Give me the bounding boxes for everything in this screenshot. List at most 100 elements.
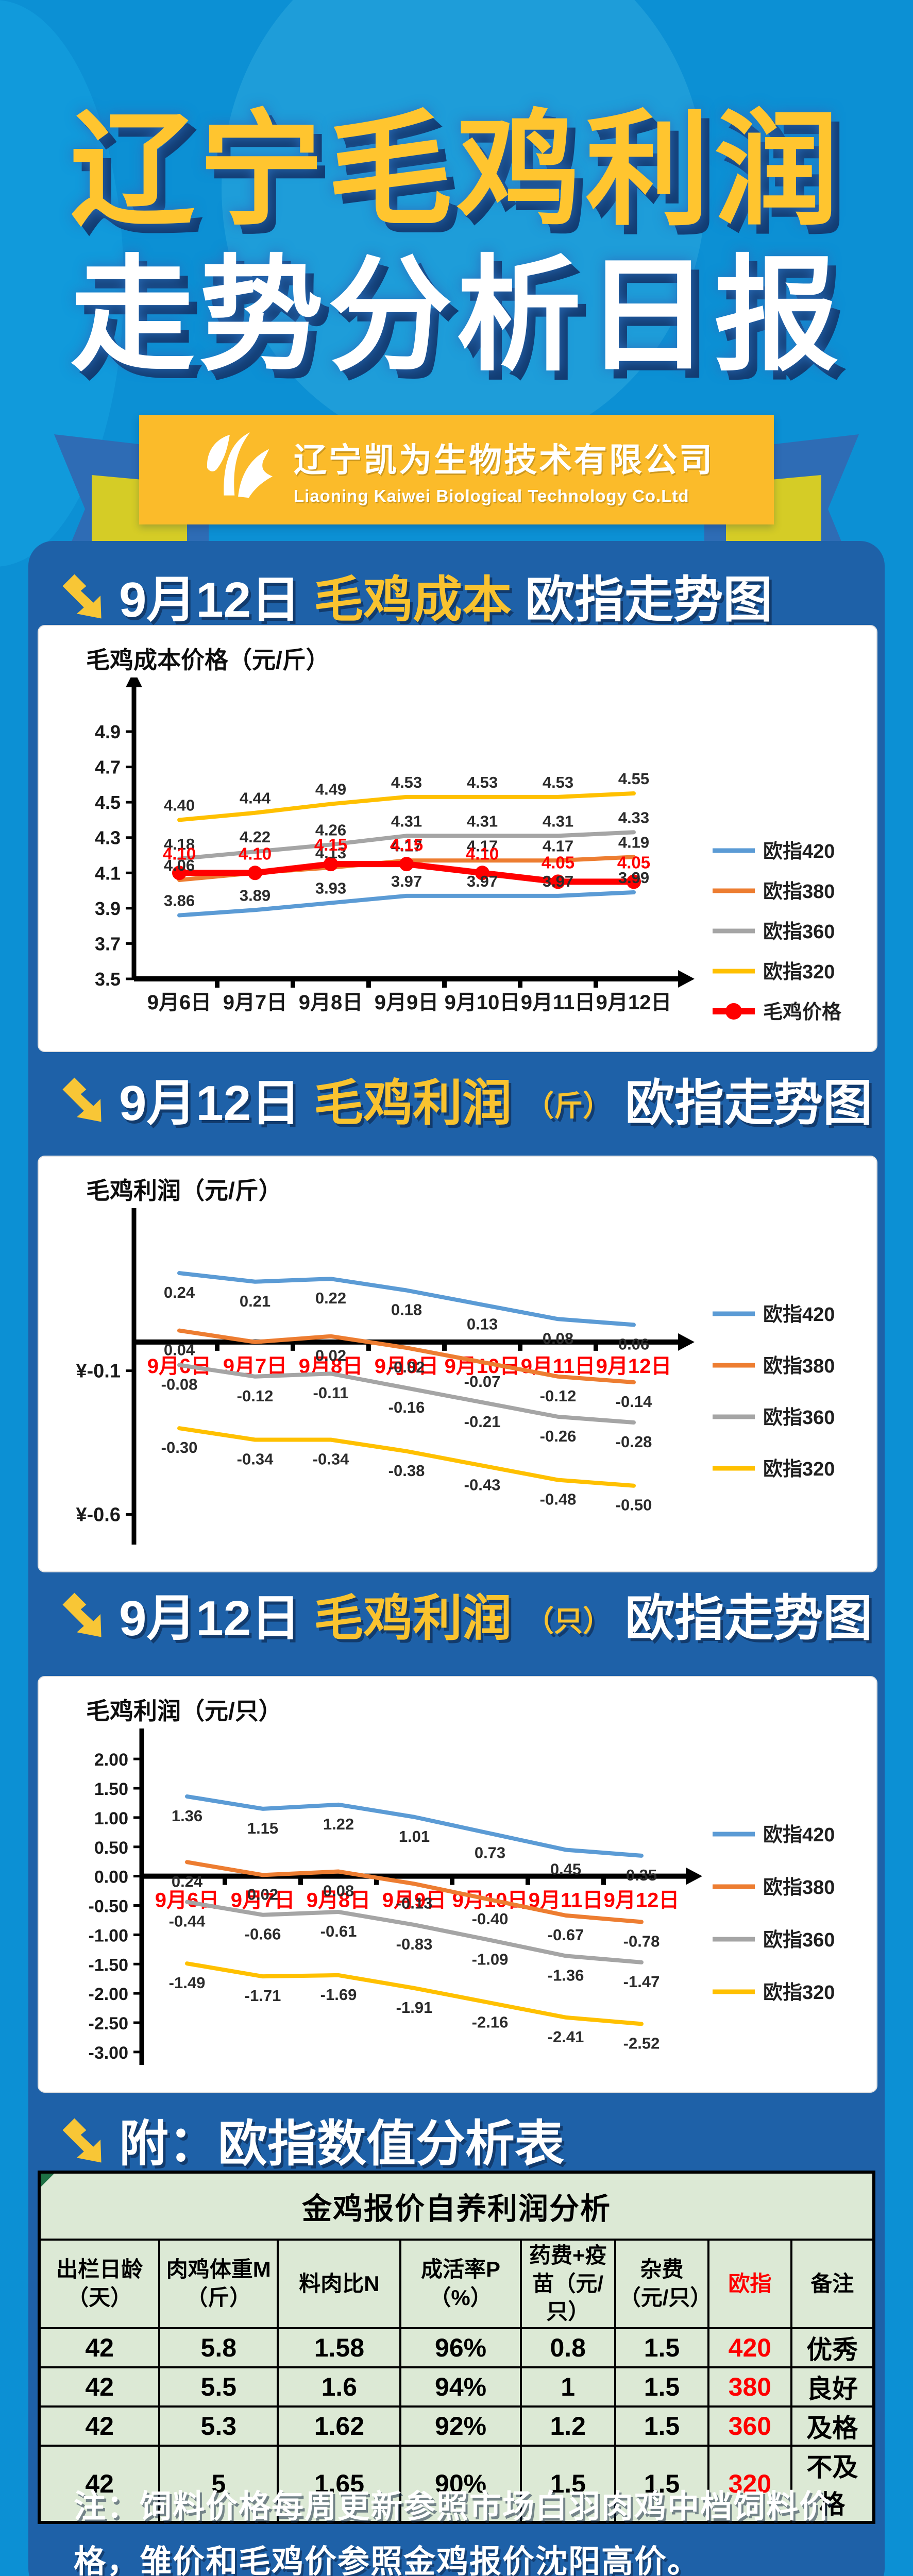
x-date-label: 9月11日 (521, 1355, 596, 1378)
data-label: 1.01 (399, 1827, 430, 1845)
series-欧指360 (177, 1363, 636, 1425)
data-label: 0.08 (543, 1329, 573, 1347)
series-欧指360 (177, 830, 636, 861)
y-tick-label: 3.7 (95, 933, 121, 954)
data-label: 0.04 (164, 1341, 195, 1359)
table-cell: 1.58 (277, 2327, 402, 2368)
data-label: 0.35 (626, 1866, 657, 1884)
table-cell: 5.5 (158, 2366, 279, 2408)
data-label: 3.93 (315, 879, 346, 897)
profit-jin-chart-title: 毛鸡利润（元/斤） (86, 1177, 282, 1204)
y-tick-label: 3.5 (95, 969, 121, 990)
table-header-7: 备注 (790, 2239, 875, 2329)
series-欧指360 (185, 1900, 644, 1964)
x-date-label: 9月10日 (445, 991, 520, 1014)
table-corner-mark-icon (41, 2174, 54, 2187)
data-label: 0.08 (323, 1882, 354, 1900)
table-cell: 42 (38, 2405, 161, 2447)
table-cell: 5.3 (158, 2405, 279, 2447)
y-tick-label: 0.00 (94, 1868, 128, 1887)
data-label: 0.13 (467, 1315, 498, 1333)
table-cell: 优秀 (790, 2327, 875, 2368)
data-label: 4.10 (163, 844, 196, 863)
company-name-en: Liaoning Kaiwei Biological Technology Co… (294, 486, 689, 505)
data-label: 0.21 (240, 1292, 270, 1310)
section2-rest: 欧指走势图 (625, 1076, 873, 1131)
x-date-label: 9月12日 (604, 1889, 680, 1912)
section-arrow-icon (62, 2118, 102, 2162)
table-cell: 良好 (790, 2366, 875, 2408)
data-label: -0.61 (320, 1922, 357, 1940)
table-cell: 0.8 (519, 2327, 616, 2368)
data-label: -0.48 (540, 1490, 577, 1509)
y-tick-label: ¥-0.6 (76, 1504, 121, 1526)
table-title: 金鸡报价自养利润分析 (38, 2171, 875, 2241)
y-tick-label: 4.7 (95, 757, 121, 778)
data-label: 4.06 (164, 856, 195, 874)
data-label: -1.49 (169, 1974, 206, 1992)
y-tick-label: 4.1 (95, 862, 121, 884)
data-label: -0.28 (616, 1433, 652, 1451)
table-row: 42 5.8 1.58 96% 0.8 1.5 420 优秀 (38, 2327, 875, 2368)
table-cell: 1 (519, 2366, 616, 2408)
legend-label: 毛鸡价格 (763, 1002, 842, 1023)
data-label: -1.47 (623, 1973, 660, 1991)
data-label: 4.13 (315, 844, 346, 862)
y-tick-label: -1.00 (89, 1926, 129, 1945)
x-date-label: 9月12日 (596, 1355, 672, 1378)
y-tick-label: 1.50 (94, 1780, 128, 1799)
table-cell: 不及格 (790, 2445, 875, 2523)
data-label: 0.18 (391, 1301, 422, 1319)
legend-label: 欧指420 (763, 1304, 835, 1326)
table-cell: 42 (38, 2366, 161, 2408)
section3-unit: （只） (525, 1605, 612, 1637)
table-cell: 380 (707, 2366, 792, 2408)
data-label: 4.40 (164, 796, 195, 814)
data-label: 4.15 (390, 835, 423, 854)
y-tick-label: -2.50 (89, 2014, 129, 2033)
cost-chart-card: 毛鸡成本价格（元/斤） 4.9 4.7 4.5 4.3 4.1 3.9 3.7 3.5 9月6日… (38, 625, 877, 1052)
data-label: 4.31 (467, 812, 498, 830)
data-label: 4.31 (391, 812, 422, 830)
table-cell: 1.5 (614, 2405, 710, 2447)
data-label: 4.49 (315, 781, 346, 799)
y-tick-label: 4.3 (95, 827, 121, 849)
data-label: -0.34 (237, 1450, 274, 1468)
data-label: 1.22 (323, 1815, 354, 1833)
table-cell: 42 (38, 2327, 161, 2368)
section1-rest: 欧指走势图 (525, 572, 773, 628)
section1-date: 9月12日 (119, 572, 301, 628)
table-row: 42 5.5 1.6 94% 1 1.5 380 良好 (38, 2366, 875, 2408)
table-cell: 1.2 (519, 2405, 616, 2447)
legend-label: 欧指320 (763, 1459, 835, 1480)
table-cell: 1.6 (277, 2366, 402, 2408)
data-label: -0.50 (616, 1496, 652, 1514)
data-label: 4.17 (391, 837, 422, 855)
data-label: 4.10 (466, 844, 499, 863)
section2-highlight: 毛鸡利润 (314, 1076, 512, 1131)
table-cell: 42 (38, 2445, 161, 2523)
profit-bird-chart-card: 毛鸡利润（元/只） 2.00 1.50 1.00 0.50 0.00 -0.50 -1.00… (38, 1676, 877, 2093)
table-header-0: 出栏日龄（天） (38, 2239, 161, 2329)
data-label: 3.86 (164, 892, 195, 910)
data-label: -1.69 (320, 1986, 357, 2004)
data-label: -1.91 (396, 1998, 433, 2016)
data-label: -0.83 (396, 1935, 433, 1953)
data-label: 4.33 (618, 808, 649, 826)
data-label: 4.26 (315, 821, 346, 839)
data-label: -2.41 (548, 2028, 584, 2046)
series-欧指320 (177, 791, 636, 822)
data-label: -0.02 (388, 1358, 425, 1376)
x-date-label: 9月7日 (223, 991, 288, 1014)
section3-highlight: 毛鸡利润 (314, 1591, 512, 1646)
data-label: -0.21 (464, 1413, 501, 1431)
table-header-2: 料肉比N (277, 2239, 402, 2329)
legend-label: 欧指380 (763, 881, 835, 903)
table-cell: 94% (399, 2366, 522, 2408)
data-label: 4.19 (618, 833, 649, 851)
data-label: -0.16 (388, 1398, 425, 1416)
profit-bird-trend-chart: 2.00 1.50 1.00 0.50 0.00 -0.50 -1.00 -1.50 -2.00… (89, 1728, 835, 2065)
data-label: 0.02 (315, 1347, 346, 1365)
data-label: 0.45 (550, 1860, 581, 1878)
table-cell: 1.5 (614, 2445, 710, 2523)
